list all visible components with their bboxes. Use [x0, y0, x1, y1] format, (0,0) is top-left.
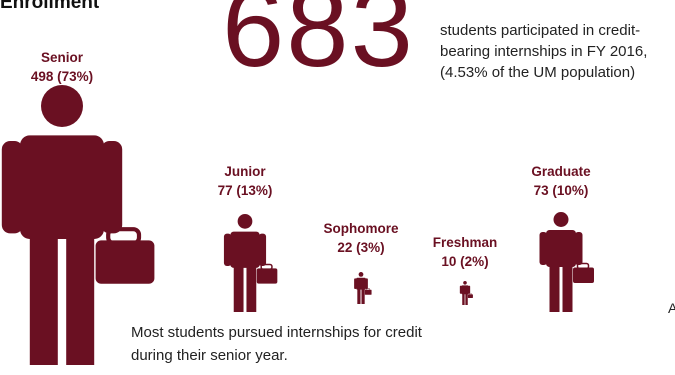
figure-junior: [223, 214, 278, 312]
category-value: 10 (2%): [441, 254, 489, 269]
label-sophomore: Sophomore 22 (3%): [296, 219, 426, 257]
category-name: Junior: [224, 164, 266, 179]
category-name: Graduate: [531, 164, 591, 179]
label-senior: Senior 498 (73%): [0, 48, 127, 86]
headline-text: students participated in credit-bearing …: [440, 22, 648, 81]
edge-mark: A: [668, 300, 675, 316]
label-freshman: Freshman 10 (2%): [400, 233, 530, 271]
label-junior: Junior 77 (13%): [180, 162, 310, 200]
category-value: 73 (10%): [533, 183, 589, 198]
figure-senior: [1, 85, 155, 365]
category-name: Sophomore: [323, 221, 399, 236]
category-name: Freshman: [432, 235, 498, 250]
category-value: 498 (73%): [30, 69, 94, 84]
headline-number: 683: [222, 0, 415, 90]
category-value: 22 (3%): [337, 240, 385, 255]
chart-caption: Most students pursued internships for cr…: [131, 324, 422, 364]
figure-graduate: [539, 212, 594, 312]
figure-sophomore: [354, 272, 372, 304]
category-name: Senior: [40, 50, 83, 65]
label-graduate: Graduate 73 (10%): [496, 162, 626, 200]
figure-freshman: [459, 281, 473, 305]
page-title: Enrollment: [0, 0, 100, 13]
category-value: 77 (13%): [217, 183, 273, 198]
